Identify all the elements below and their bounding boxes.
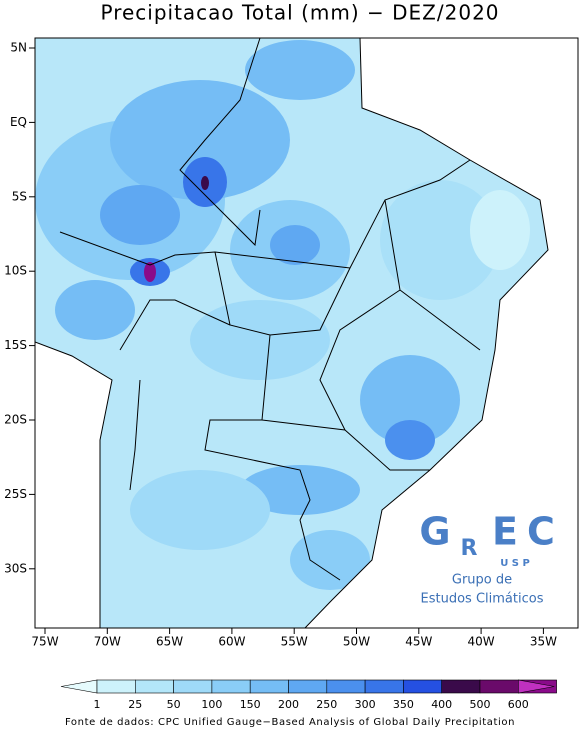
colorbar-label: 600 [508, 698, 529, 711]
colorbar-label: 200 [278, 698, 299, 711]
logo-sub: U S P [500, 558, 530, 569]
borders [59, 38, 481, 581]
lon-label: 70W [94, 635, 121, 649]
colorbar-segment [173, 679, 213, 694]
colorbar-label: 250 [316, 698, 337, 711]
lon-label: 60W [218, 635, 245, 649]
colorbar-segment [364, 679, 404, 694]
lon-label: 55W [281, 635, 308, 649]
colorbar-segment [249, 679, 289, 694]
lon-label: 50W [343, 635, 370, 649]
lat-label: 5S [12, 189, 27, 203]
title: Precipitacao Total (mm) − DEZ/2020 [100, 1, 499, 25]
logo-letter: G [419, 510, 450, 554]
logo-letter: C [527, 510, 555, 554]
logo-line: Grupo de [452, 573, 512, 588]
lat-label: 5N [10, 41, 27, 55]
lat-label: 20S [4, 413, 27, 427]
lat-label: 30S [4, 561, 27, 575]
colorbar-label: 350 [393, 698, 414, 711]
lon-label: 45W [405, 635, 432, 649]
lon-label: 40W [468, 635, 495, 649]
logo-letter: R [461, 536, 478, 561]
lat-label: EQ [10, 115, 27, 129]
lon-label: 35W [530, 635, 557, 649]
colorbar-label: 100 [201, 698, 222, 711]
colorbar-label: 300 [355, 698, 376, 711]
colorbar-segment [135, 679, 174, 694]
colorbar-label: 400 [431, 698, 452, 711]
colorbar-label: 50 [167, 698, 181, 711]
logo: G R E C U S P Grupo de Estudos Climático… [419, 510, 555, 607]
lat-label: 10S [4, 264, 27, 278]
colorbar-label: 500 [470, 698, 491, 711]
lat-label: 25S [4, 487, 27, 501]
colorbar-segment [441, 679, 481, 694]
lat-label: 15S [4, 338, 27, 352]
colorbar-segment [326, 679, 366, 694]
colorbar-arrow [60, 679, 98, 694]
colorbar-label: 25 [128, 698, 142, 711]
source: Fonte de dados: CPC Unified Gauge−Based … [65, 717, 515, 728]
logo-line: Estudos Climáticos [421, 592, 544, 607]
map-frame [34, 37, 579, 629]
colorbar-segment [211, 679, 251, 694]
lon-label: 65W [156, 635, 183, 649]
colorbar-arrow [517, 679, 555, 694]
colorbar-segment [288, 679, 328, 694]
colorbar-label: 1 [94, 698, 101, 711]
colorbar-segment [403, 679, 442, 694]
coastline [35, 38, 549, 628]
lon-label: 75W [31, 635, 58, 649]
colorbar-segment [479, 679, 519, 694]
colorbar-segment [96, 679, 136, 694]
colorbar-label: 150 [240, 698, 261, 711]
logo-letter: E [492, 510, 518, 554]
